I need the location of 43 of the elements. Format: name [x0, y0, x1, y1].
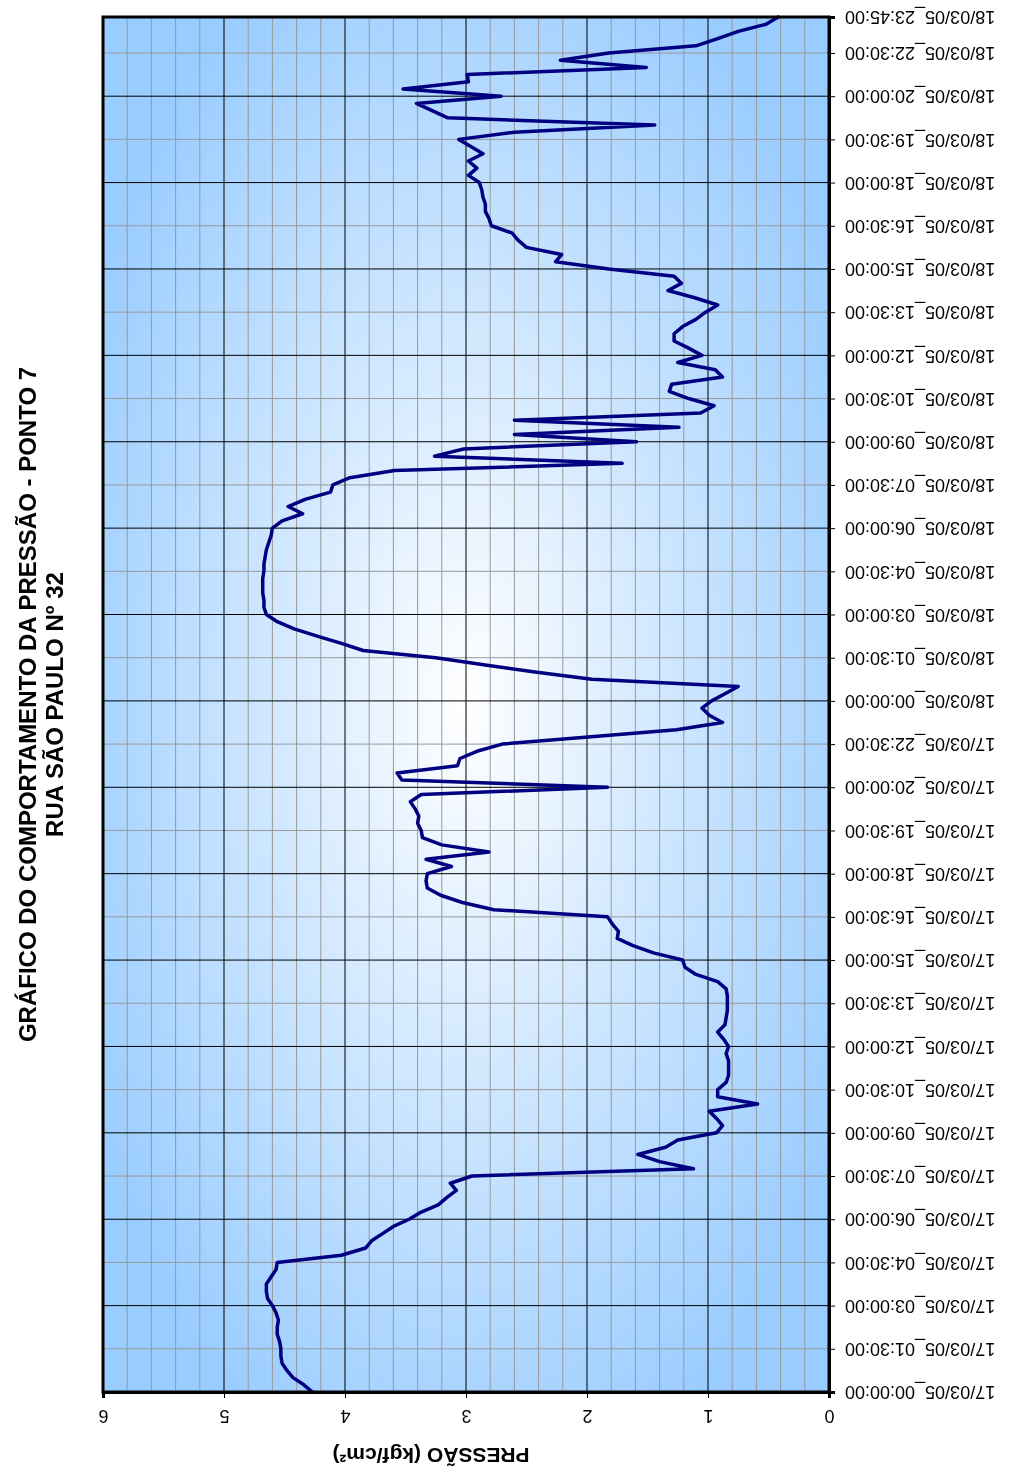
- y-tick-label: 18/03/05_12:00:00: [845, 344, 996, 366]
- y-tick-label: 18/03/05_03:00:00: [845, 603, 996, 625]
- y-tick-label: 18/03/05_16:30:00: [845, 214, 996, 236]
- y-tick-label: 18/03/05_04:30:00: [845, 560, 996, 582]
- y-tick-label: 18/03/05_20:00:00: [845, 85, 996, 107]
- x-tick-label: 0: [824, 1406, 835, 1426]
- y-tick-label: 18/03/05_13:30:00: [845, 301, 996, 323]
- y-tick-label: 17/03/05_22:30:00: [845, 733, 996, 755]
- y-tick-label: 17/03/05_15:00:00: [845, 949, 996, 971]
- y-tick-label: 18/03/05_18:00:00: [845, 171, 996, 193]
- y-tick-label: 17/03/05_06:00:00: [845, 1208, 996, 1230]
- y-tick-label: 17/03/05_12:00:00: [845, 1035, 996, 1057]
- y-tick-label: 17/03/05_13:30:00: [845, 992, 996, 1014]
- x-tick-label: 4: [340, 1406, 351, 1426]
- y-tick-label: 17/03/05_10:30:00: [845, 1078, 996, 1100]
- y-tick-label: 18/03/05_10:30:00: [845, 387, 996, 409]
- y-tick-label: 17/03/05_20:00:00: [845, 776, 996, 798]
- y-tick-label: 17/03/05_01:30:00: [845, 1338, 996, 1360]
- x-axis-title: PRESSÃO (kgf/cm²): [332, 1444, 530, 1467]
- y-tick-label: 17/03/05_09:00:00: [845, 1122, 996, 1144]
- y-tick-label: 17/03/05_18:00:00: [845, 862, 996, 884]
- y-tick-label: 17/03/05_07:30:00: [845, 1165, 996, 1187]
- y-tick-label: 17/03/05_16:30:00: [845, 906, 996, 928]
- y-tick-label: 18/03/05_07:30:00: [845, 474, 996, 496]
- y-tick-label: 18/03/05_23:45:00: [845, 6, 996, 28]
- y-tick-label: 18/03/05_15:00:00: [845, 258, 996, 280]
- y-tick-label: 18/03/05_19:30:00: [845, 128, 996, 150]
- text: RUA SÃO PAULO Nº 32: [41, 572, 68, 837]
- y-tick-label: 17/03/05_03:00:00: [845, 1294, 996, 1316]
- x-tick-label: 1: [703, 1406, 714, 1426]
- y-tick-label: 18/03/05_01:30:00: [845, 646, 996, 668]
- y-tick-label: 17/03/05_04:30:00: [845, 1251, 996, 1273]
- text: GRÁFICO DO COMPORTAMENTO DA PRESSÃO - PONTO 7: [14, 366, 41, 1043]
- y-tick-label: 17/03/05_19:30:00: [845, 819, 996, 841]
- x-tick-label: 2: [582, 1406, 593, 1426]
- x-tick-label: 5: [219, 1406, 230, 1426]
- y-tick-label: 17/03/05_00:00:00: [845, 1381, 996, 1403]
- y-tick-label: 18/03/05_09:00:00: [845, 430, 996, 452]
- y-tick-label: 18/03/05_00:00:00: [845, 690, 996, 712]
- x-tick-label: 3: [461, 1406, 472, 1426]
- y-tick-label: 18/03/05_22:30:00: [845, 42, 996, 64]
- y-tick-label: 18/03/05_06:00:00: [845, 517, 996, 539]
- x-tick-label: 6: [98, 1406, 109, 1426]
